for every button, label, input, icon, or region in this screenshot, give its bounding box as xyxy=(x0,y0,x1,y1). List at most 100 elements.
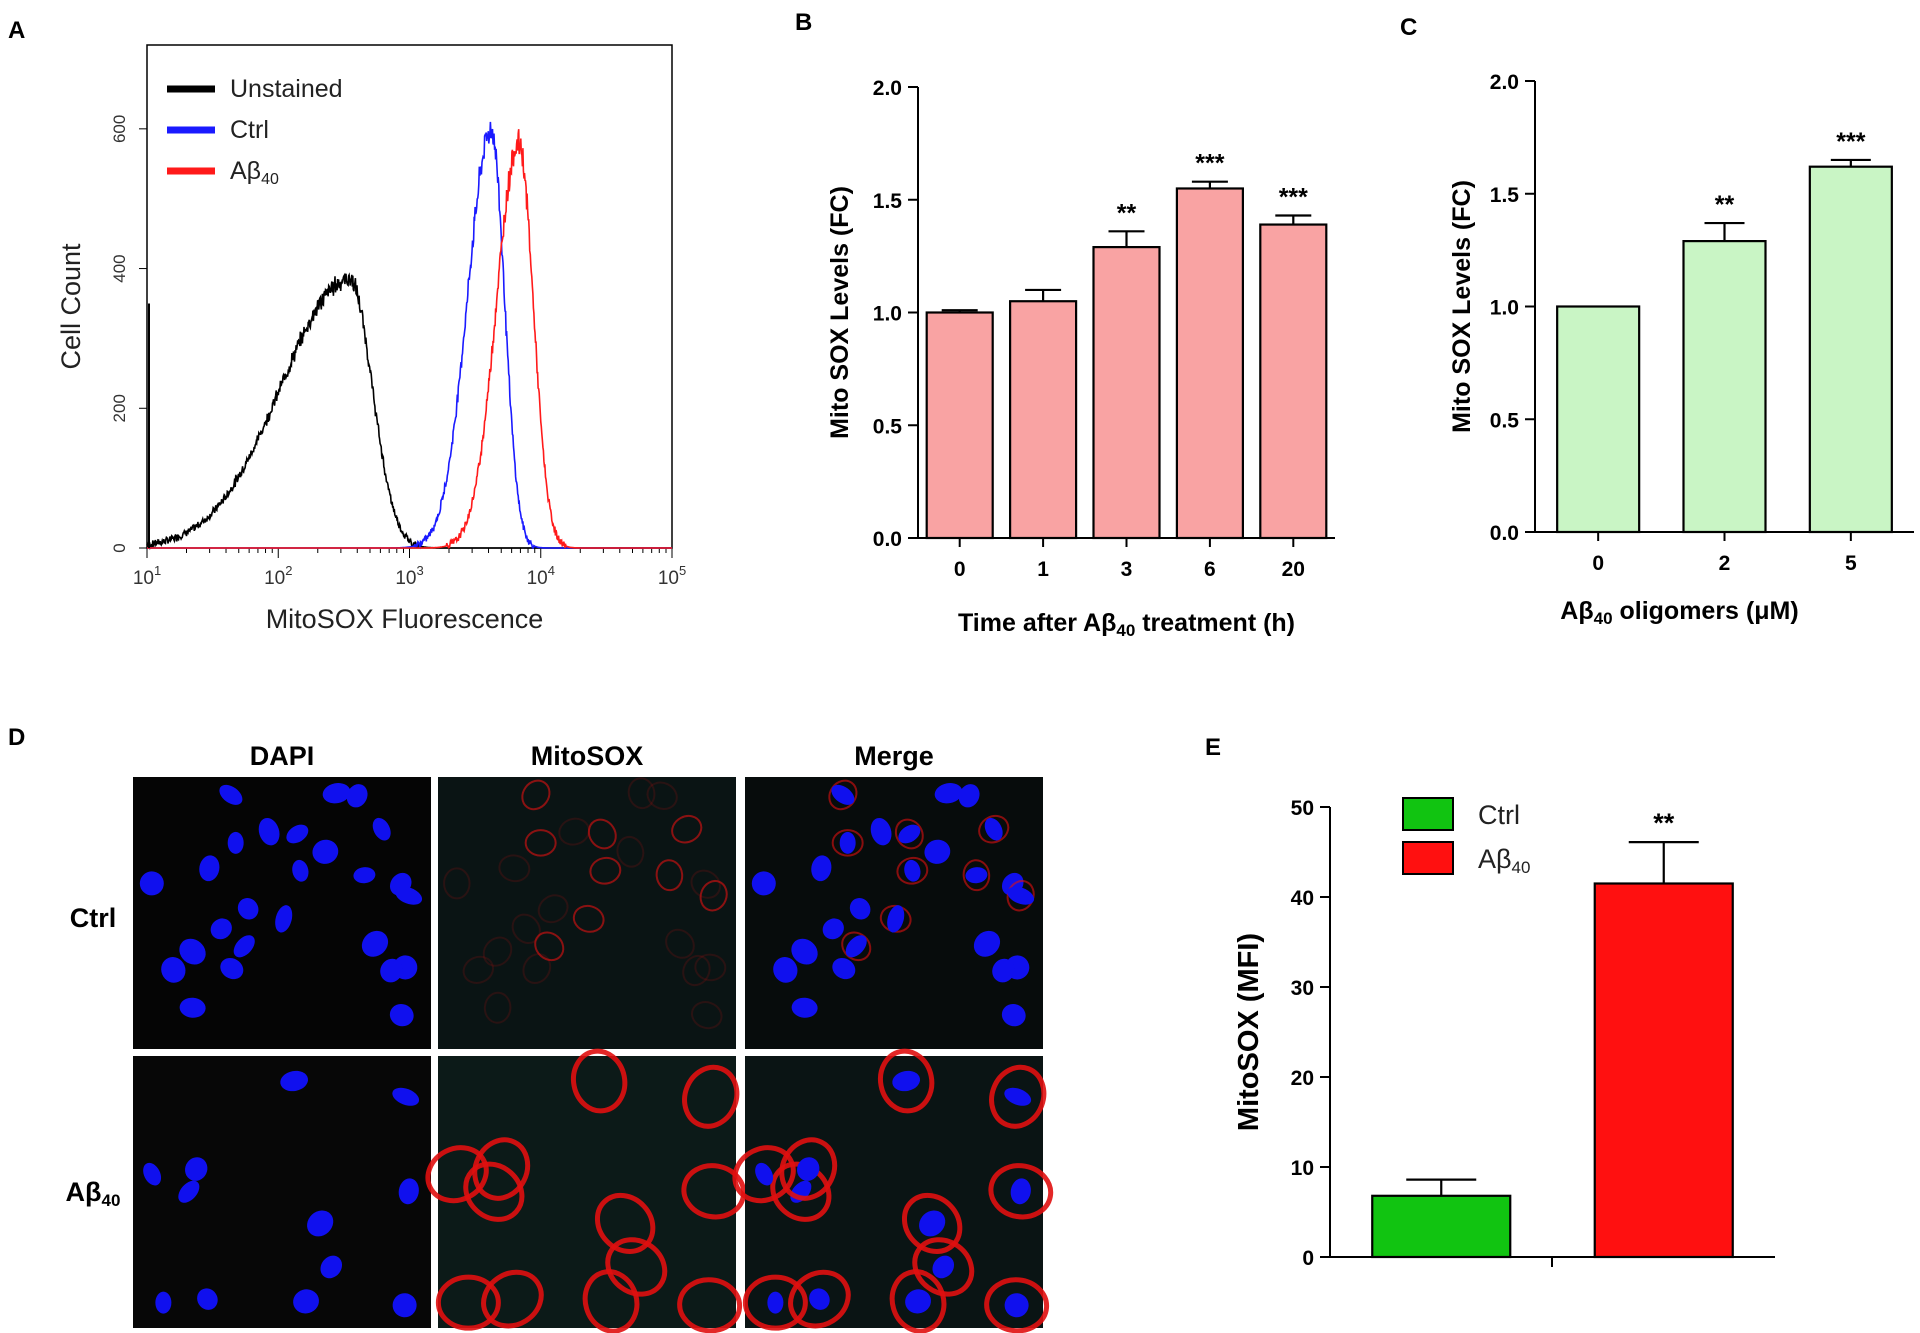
microscopy-tile-merge-2 xyxy=(732,1048,1054,1333)
nucleus xyxy=(346,784,368,808)
row-label: Ctrl xyxy=(70,903,117,933)
x-tick-label: 2 xyxy=(1719,552,1731,575)
nucleus xyxy=(275,905,293,933)
mfi-bar-chart: 0 10 20 30 40 50 ** MitoSOX (MFI) Ctrl Aβ40 xyxy=(1233,797,1775,1270)
nucleus xyxy=(1004,1087,1032,1106)
nucleus xyxy=(227,831,244,854)
mitosox-signal xyxy=(481,1269,544,1329)
x-tick-label: 0 xyxy=(1592,552,1604,575)
nucleus xyxy=(219,784,243,805)
x-tick-label: 105 xyxy=(658,563,686,589)
bar-5 xyxy=(1259,223,1328,540)
mitosox-signal xyxy=(587,818,617,850)
nucleus xyxy=(392,1087,420,1106)
nucleus xyxy=(199,855,220,882)
y-tick-label: 0 xyxy=(110,543,129,552)
nucleus xyxy=(767,1291,784,1314)
mitosox-signal xyxy=(627,777,656,810)
panel-label-a: A xyxy=(8,17,25,44)
nucleus xyxy=(280,1070,309,1092)
x-tick-label: 101 xyxy=(133,563,161,589)
mitosox-signal xyxy=(682,1064,740,1129)
mitosox-signal xyxy=(989,1064,1047,1129)
x-tick-label: 103 xyxy=(395,563,423,589)
mitosox-signal xyxy=(522,953,552,985)
tile-background xyxy=(133,1056,431,1328)
panel-label-d: D xyxy=(8,724,25,751)
y-tick-label: 0 xyxy=(1302,1247,1314,1270)
bar-2 xyxy=(1593,882,1734,1259)
mitosox-signal xyxy=(896,856,929,885)
mitosox-signal xyxy=(594,1192,656,1254)
mitosox-signal xyxy=(537,894,569,924)
nucleus xyxy=(185,1157,208,1181)
histogram-series-ctrl xyxy=(147,121,672,550)
y-tick-label: 1.0 xyxy=(1490,297,1519,320)
mitosox-signal xyxy=(462,955,495,984)
significance-label: ** xyxy=(1653,808,1675,838)
nucleus xyxy=(791,997,818,1018)
significance-label: *** xyxy=(1195,150,1224,178)
y-tick-label: 30 xyxy=(1291,977,1314,1000)
mitosox-signal xyxy=(732,1145,796,1204)
nucleus xyxy=(233,935,255,958)
mitosox-signal xyxy=(691,1001,723,1030)
nucleus xyxy=(139,871,164,896)
column-header-dapi: DAPI xyxy=(250,741,315,771)
mitosox-signal xyxy=(831,829,864,857)
nucleus xyxy=(395,886,423,905)
nucleus xyxy=(965,867,988,884)
tile-background xyxy=(438,777,736,1049)
nucleus xyxy=(919,1210,946,1237)
nucleus xyxy=(958,784,980,808)
mitosox-signal xyxy=(690,869,721,899)
mitosox-signal xyxy=(511,913,541,945)
mitosox-signal xyxy=(425,1145,489,1204)
nucleus xyxy=(904,859,921,882)
x-axis-label: Time after Aβ40 treatment (h) xyxy=(958,609,1295,640)
bar-3 xyxy=(1808,165,1893,534)
mitosox-signal xyxy=(877,1048,935,1114)
mitosox-signal xyxy=(978,814,1010,844)
mitosox-signal xyxy=(483,991,512,1024)
x-tick-label: 20 xyxy=(1282,558,1305,581)
nucleus xyxy=(898,824,921,844)
mitosox-signal xyxy=(779,1137,838,1201)
plot-frame xyxy=(146,44,673,549)
mitosox-signal xyxy=(655,859,684,892)
nucleus xyxy=(845,935,867,958)
mitosox-signal xyxy=(589,856,622,885)
microscopy-tile-mitosox-1 xyxy=(438,777,736,1049)
y-axis-label: MitoSOX (MFI) xyxy=(1233,933,1265,1131)
nucleus xyxy=(822,918,844,940)
nucleus xyxy=(161,957,186,983)
nucleus xyxy=(320,1255,343,1279)
nucleus xyxy=(286,824,309,844)
dose-response-bar-chart: 0.0 0.5 1.0 1.5 2.0 0 2 ** 5 *** Mito SOX Levels (… xyxy=(1448,71,1914,628)
panel-label-c: C xyxy=(1400,14,1417,41)
microscopy-grid: DAPI MitoSOX Merge Ctrl Aβ40 xyxy=(66,741,1054,1333)
nucleus xyxy=(751,871,776,896)
legend-label: Unstained xyxy=(230,75,343,103)
significance-label: ** xyxy=(1715,191,1735,219)
bar-3 xyxy=(1092,246,1161,540)
nucleus xyxy=(791,938,818,965)
bar-2 xyxy=(1682,240,1767,534)
mitosox-signal xyxy=(616,835,645,868)
nucleus xyxy=(155,1291,172,1314)
mitosox-signal xyxy=(984,1277,1050,1333)
nucleus xyxy=(179,997,206,1018)
significance-label: ** xyxy=(1117,199,1137,227)
x-tick-label: 104 xyxy=(527,563,555,589)
nucleus xyxy=(905,1289,931,1314)
mitosox-signal xyxy=(534,931,565,962)
nucleus xyxy=(1004,1293,1029,1318)
nucleus xyxy=(197,1288,218,1310)
nucleus xyxy=(755,1162,774,1186)
mitosox-signal xyxy=(788,1269,851,1329)
nucleus xyxy=(773,957,798,983)
microscopy-tile-merge-1 xyxy=(745,777,1043,1049)
mitosox-signal xyxy=(570,1048,628,1114)
x-tick-label: 5 xyxy=(1845,552,1857,575)
nucleus xyxy=(831,784,855,805)
